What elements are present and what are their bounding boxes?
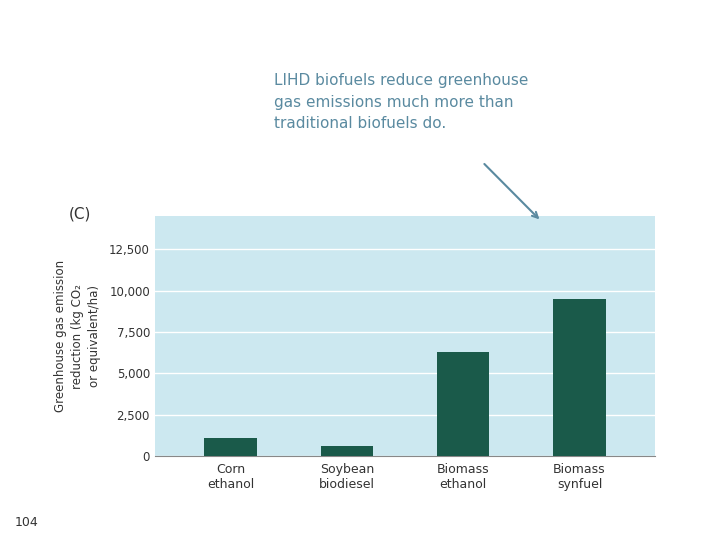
Bar xyxy=(204,438,256,456)
Text: LIHD biofuels reduce greenhouse
gas emissions much more than
traditional biofuel: LIHD biofuels reduce greenhouse gas emis… xyxy=(274,73,528,131)
Text: 104: 104 xyxy=(14,516,38,530)
Bar xyxy=(320,447,373,456)
Y-axis label: Greenhouse gas emission
reduction (kg CO₂
or equivalent/ha): Greenhouse gas emission reduction (kg CO… xyxy=(54,260,101,412)
Bar xyxy=(554,299,606,456)
Text: (C): (C) xyxy=(68,207,91,222)
Bar xyxy=(437,352,490,456)
Text: Figure 18.24  Environmental Effects of Biofuels (Part 2): Figure 18.24 Environmental Effects of Bi… xyxy=(9,11,353,24)
